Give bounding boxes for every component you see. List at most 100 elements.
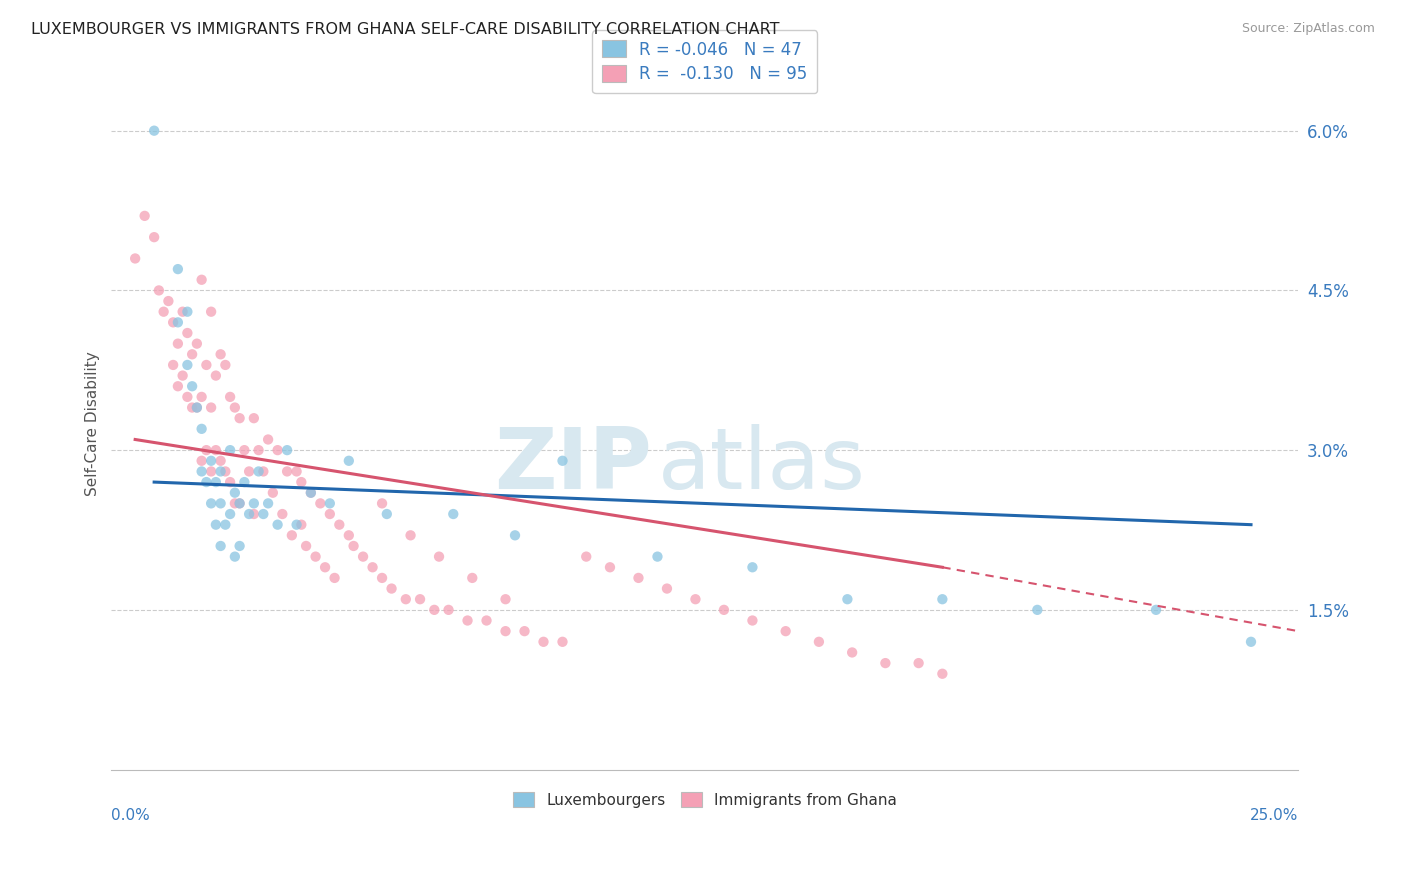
Point xyxy=(167,262,190,277)
Point xyxy=(162,315,184,329)
Point xyxy=(143,230,166,244)
Point xyxy=(575,549,598,564)
Point xyxy=(214,517,236,532)
Point xyxy=(262,485,284,500)
Point xyxy=(186,401,208,415)
Point xyxy=(219,443,242,458)
Point xyxy=(551,635,574,649)
Point xyxy=(875,656,897,670)
Point xyxy=(219,390,242,404)
Point xyxy=(238,507,260,521)
Point xyxy=(931,666,953,681)
Point xyxy=(233,475,256,489)
Point xyxy=(252,507,274,521)
Point xyxy=(167,336,190,351)
Point xyxy=(200,304,222,318)
Point xyxy=(271,507,294,521)
Point xyxy=(200,401,222,415)
Point xyxy=(224,496,246,510)
Point xyxy=(551,454,574,468)
Point xyxy=(276,443,298,458)
Point xyxy=(228,496,250,510)
Point xyxy=(176,390,198,404)
Point xyxy=(209,347,232,361)
Point xyxy=(186,336,208,351)
Point xyxy=(219,507,242,521)
Point xyxy=(647,549,669,564)
Point xyxy=(233,443,256,458)
Point xyxy=(437,603,460,617)
Point xyxy=(807,635,830,649)
Point xyxy=(124,252,146,266)
Point xyxy=(172,368,194,383)
Point xyxy=(247,443,270,458)
Point xyxy=(380,582,402,596)
Point xyxy=(361,560,384,574)
Point xyxy=(276,465,298,479)
Point xyxy=(209,539,232,553)
Point xyxy=(266,443,288,458)
Point xyxy=(224,401,246,415)
Point xyxy=(200,465,222,479)
Point xyxy=(319,496,342,510)
Point xyxy=(143,124,166,138)
Point xyxy=(323,571,346,585)
Point xyxy=(371,571,394,585)
Point xyxy=(328,517,350,532)
Point xyxy=(190,273,212,287)
Text: Source: ZipAtlas.com: Source: ZipAtlas.com xyxy=(1241,22,1375,36)
Point xyxy=(342,539,364,553)
Point xyxy=(200,454,222,468)
Point xyxy=(423,603,446,617)
Point xyxy=(205,443,228,458)
Point xyxy=(352,549,374,564)
Point xyxy=(181,401,204,415)
Point xyxy=(190,422,212,436)
Point xyxy=(371,496,394,510)
Point xyxy=(837,592,859,607)
Point xyxy=(172,304,194,318)
Point xyxy=(907,656,929,670)
Point xyxy=(205,517,228,532)
Text: 25.0%: 25.0% xyxy=(1250,808,1299,823)
Point xyxy=(513,624,536,639)
Y-axis label: Self-Care Disability: Self-Care Disability xyxy=(86,351,100,496)
Point xyxy=(290,475,312,489)
Point xyxy=(685,592,707,607)
Point xyxy=(209,465,232,479)
Point xyxy=(304,549,326,564)
Point xyxy=(1026,603,1049,617)
Text: atlas: atlas xyxy=(658,424,866,507)
Point xyxy=(219,475,242,489)
Point xyxy=(224,549,246,564)
Point xyxy=(427,549,450,564)
Point xyxy=(461,571,484,585)
Point xyxy=(190,465,212,479)
Point xyxy=(775,624,797,639)
Point xyxy=(238,465,260,479)
Point xyxy=(290,517,312,532)
Point xyxy=(741,614,763,628)
Point xyxy=(200,496,222,510)
Point xyxy=(441,507,464,521)
Point xyxy=(295,539,318,553)
Point xyxy=(243,411,266,425)
Point xyxy=(395,592,418,607)
Point xyxy=(627,571,650,585)
Point xyxy=(931,592,953,607)
Point xyxy=(257,433,280,447)
Point xyxy=(209,496,232,510)
Point xyxy=(475,614,498,628)
Point xyxy=(214,465,236,479)
Point xyxy=(247,465,270,479)
Point xyxy=(195,443,218,458)
Point xyxy=(195,358,218,372)
Point xyxy=(162,358,184,372)
Point xyxy=(148,284,170,298)
Point xyxy=(228,411,250,425)
Point xyxy=(195,475,218,489)
Point xyxy=(281,528,304,542)
Point xyxy=(655,582,678,596)
Point xyxy=(157,294,180,309)
Point xyxy=(841,645,863,659)
